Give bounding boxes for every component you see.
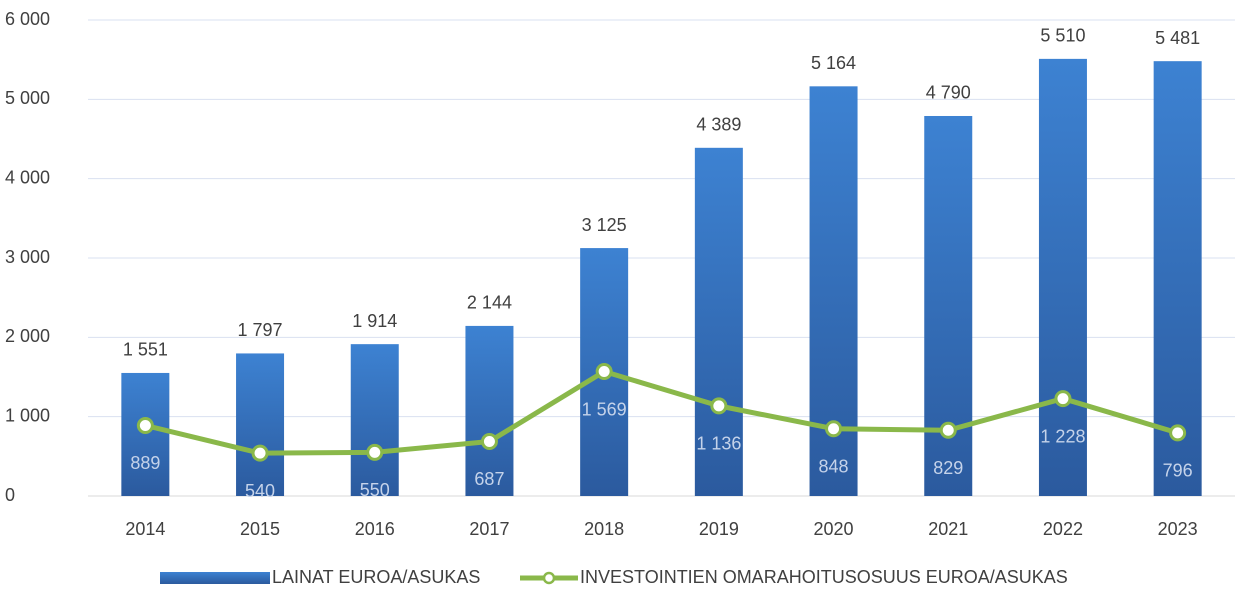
bar xyxy=(924,115,973,496)
y-tick-label: 1 000 xyxy=(5,405,50,425)
x-tick-label: 2023 xyxy=(1158,519,1198,539)
line-value-label: 829 xyxy=(933,458,963,478)
line-marker xyxy=(1169,424,1187,442)
y-tick-label: 2 000 xyxy=(5,326,50,346)
x-tick-label: 2019 xyxy=(699,519,739,539)
y-tick-label: 4 000 xyxy=(5,167,50,187)
line-marker xyxy=(480,432,498,450)
line-value-label: 540 xyxy=(245,481,275,501)
x-tick-label: 2021 xyxy=(928,519,968,539)
line xyxy=(144,369,1179,456)
bar xyxy=(465,325,514,496)
bar xyxy=(121,372,170,496)
line-value-label: 889 xyxy=(130,453,160,473)
y-tick-label: 3 000 xyxy=(5,247,50,267)
line-marker xyxy=(825,420,843,438)
y-tick-label: 6 000 xyxy=(5,9,50,29)
line-value-label: 848 xyxy=(819,456,849,476)
line-value-label: 687 xyxy=(474,469,504,489)
x-tick-label: 2015 xyxy=(240,519,280,539)
bar-value-label: 3 125 xyxy=(582,215,627,235)
legend-swatch xyxy=(160,572,270,584)
line-marker xyxy=(939,421,957,439)
x-tick-label: 2022 xyxy=(1043,519,1083,539)
line-marker xyxy=(251,444,269,462)
y-tick-label: 5 000 xyxy=(5,88,50,108)
x-tick-label: 2020 xyxy=(814,519,854,539)
bar-value-label: 4 790 xyxy=(926,83,971,103)
bar-value-label: 1 551 xyxy=(123,340,168,360)
legend-marker xyxy=(542,571,556,585)
bar-value-label: 1 797 xyxy=(238,320,283,340)
line-value-label: 796 xyxy=(1163,461,1193,481)
legend-label: INVESTOINTIEN OMARAHOITUSOSUUS EUROA/ASU… xyxy=(580,567,1068,587)
bar-value-label: 4 389 xyxy=(696,115,741,135)
line-marker xyxy=(710,397,728,415)
bar xyxy=(350,344,399,496)
bar-value-label: 1 914 xyxy=(352,311,397,331)
line-value-label: 1 569 xyxy=(582,399,627,419)
bar xyxy=(694,147,743,496)
x-tick-label: 2014 xyxy=(125,519,165,539)
legend-label: LAINAT EUROA/ASUKAS xyxy=(272,567,480,587)
bar xyxy=(1038,58,1087,497)
x-tick-label: 2017 xyxy=(469,519,509,539)
bar xyxy=(1153,61,1202,496)
line-value-label: 1 228 xyxy=(1040,426,1085,446)
bar xyxy=(236,353,285,496)
line-marker xyxy=(136,416,154,434)
line-marker xyxy=(595,363,613,381)
bar-value-label: 2 144 xyxy=(467,293,512,313)
bar-value-label: 5 164 xyxy=(811,53,856,73)
line-marker xyxy=(1054,390,1072,408)
line-value-label: 550 xyxy=(360,480,390,500)
bar-value-label: 5 481 xyxy=(1155,28,1200,48)
x-tick-label: 2018 xyxy=(584,519,624,539)
line-marker xyxy=(366,443,384,461)
line-value-label: 1 136 xyxy=(696,434,741,454)
bar-value-label: 5 510 xyxy=(1040,26,1085,46)
x-tick-label: 2016 xyxy=(355,519,395,539)
y-tick-label: 0 xyxy=(5,485,15,505)
